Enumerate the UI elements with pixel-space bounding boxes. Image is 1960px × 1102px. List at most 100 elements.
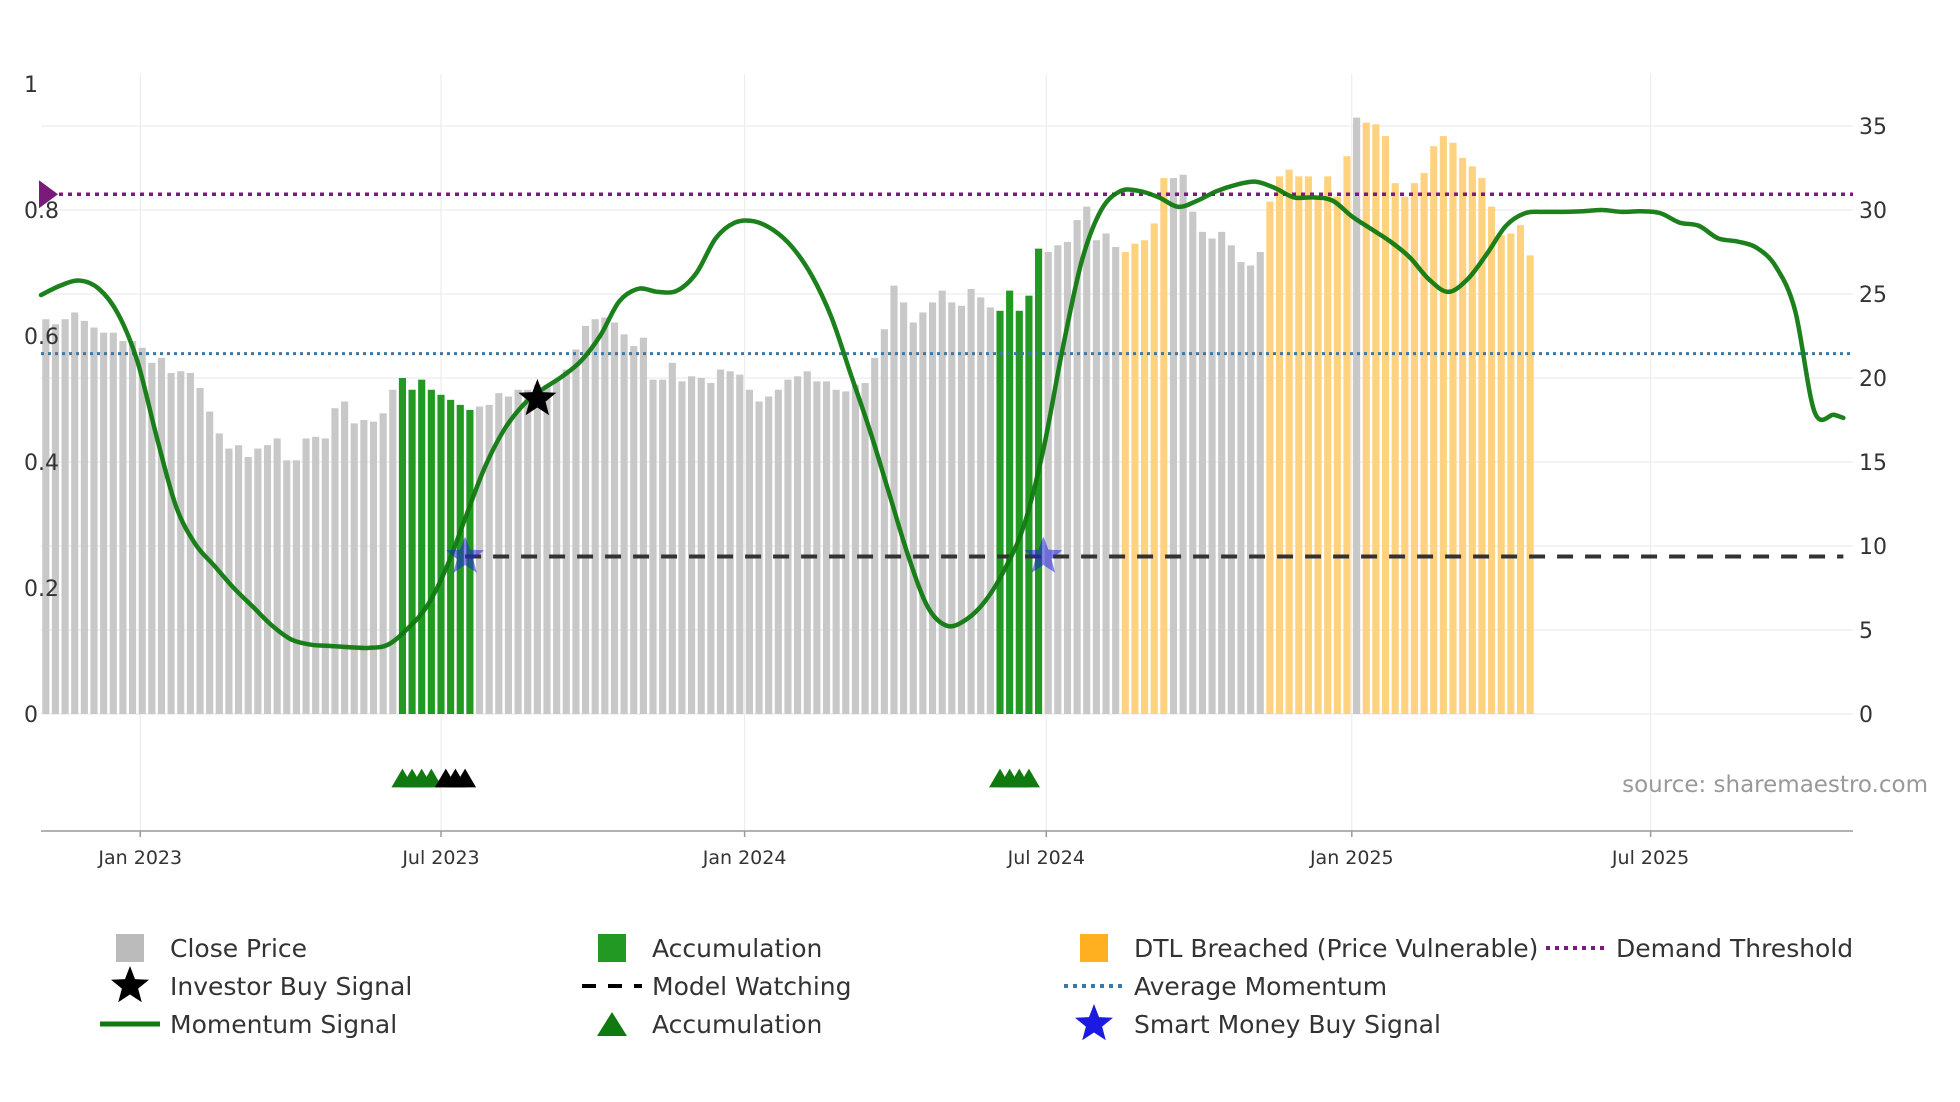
legend-label: Model Watching [652, 972, 852, 1001]
smart-money-star [1024, 536, 1063, 573]
close-price-bar [688, 376, 696, 714]
legend-item: Investor Buy Signal [111, 966, 412, 1003]
accumulation-triangle-black [454, 768, 477, 788]
signal-markers [391, 379, 1063, 788]
legend-square-icon [116, 934, 144, 962]
close-price-bar [1092, 240, 1100, 715]
close-price-bar [957, 305, 966, 714]
close-price-bar [572, 349, 580, 714]
close-price-bar [51, 324, 60, 714]
close-price-bar [601, 317, 609, 714]
close-price-bar [610, 322, 619, 714]
dtl-breached-bar [1141, 240, 1149, 715]
smart-money-star [446, 536, 485, 573]
legend-label: Accumulation [652, 1010, 822, 1039]
close-price-bar [138, 347, 146, 714]
close-price-bar [1063, 241, 1072, 715]
close-price-bar [292, 460, 300, 714]
legend-item: DTL Breached (Price Vulnerable) [1080, 934, 1538, 963]
y-right-tick-label: 0 [1859, 703, 1873, 728]
accumulation-bar [1015, 310, 1023, 714]
y-left-tick-label: 0.6 [24, 325, 59, 350]
legend-label: Average Momentum [1134, 972, 1387, 1001]
dtl-breached-bar [1333, 196, 1341, 714]
source-label: source: sharemaestro.com [1622, 772, 1928, 798]
close-price-bar [803, 371, 811, 714]
close-price-bar [649, 379, 657, 714]
close-price-bar [1218, 231, 1226, 714]
legend-label: Demand Threshold [1616, 934, 1853, 963]
dtl-breached-bar [1526, 255, 1534, 715]
close-price-bar [774, 389, 782, 714]
accumulation-triangle [420, 768, 443, 788]
dtl-breached-bar [1362, 122, 1370, 714]
x-tick-label: Jan 2023 [97, 847, 182, 869]
close-price-bar [562, 369, 570, 714]
close-price-bar [235, 445, 243, 714]
close-price-bar [1054, 245, 1062, 714]
x-tick-label: Jul 2024 [1007, 847, 1085, 869]
legend-label: DTL Breached (Price Vulnerable) [1134, 934, 1538, 963]
close-price-bar [1208, 238, 1216, 714]
y-right-tick-label: 20 [1859, 367, 1887, 392]
dtl-breached-bar [1324, 176, 1332, 714]
close-price-bar [745, 389, 753, 714]
close-price-bar [832, 389, 840, 714]
close-price-bar [495, 393, 503, 714]
close-price-bar [312, 436, 320, 714]
y-left-tick-label: 0.2 [24, 577, 59, 602]
close-price-bar [1227, 245, 1235, 714]
close-price-bar [1073, 220, 1081, 714]
close-price-bar [909, 322, 917, 714]
close-price-bar [533, 384, 541, 714]
y-right-tick-label: 25 [1859, 283, 1887, 308]
close-price-bar [379, 413, 387, 714]
dtl-breached-bar [1381, 136, 1390, 714]
price-bars [42, 117, 1534, 715]
accumulation-bar [408, 389, 416, 714]
close-price-bar [244, 456, 252, 714]
close-price-bar [765, 396, 773, 714]
legend-square-icon [1080, 934, 1108, 962]
legend-square-icon [598, 934, 626, 962]
legend-label: Investor Buy Signal [170, 972, 412, 1001]
close-price-bar [890, 285, 898, 714]
close-price-bar [1256, 252, 1264, 714]
close-price-bar [1044, 252, 1052, 714]
close-price-bar [986, 307, 994, 714]
y-left-tick-label: 0 [24, 703, 38, 728]
close-price-bar [1247, 265, 1255, 714]
y-right-tick-label: 10 [1859, 535, 1887, 560]
close-price-bar [871, 357, 879, 714]
close-price-bar [620, 334, 628, 714]
close-price-bar [119, 341, 127, 714]
close-price-bar [369, 421, 378, 714]
dtl-breached-bar [1343, 156, 1351, 715]
investor-star [518, 379, 557, 416]
close-price-bar [784, 379, 792, 714]
legend: Close Price Investor Buy Signal Momentum S… [100, 934, 1853, 1041]
close-price-bar [341, 401, 349, 714]
dtl-breached-bar [1285, 169, 1293, 714]
close-price-bar [475, 406, 484, 714]
legend-label: Smart Money Buy Signal [1134, 1010, 1441, 1039]
close-price-bar [360, 420, 368, 714]
y-left-tick-label: 0.8 [24, 199, 59, 224]
close-price-bar [948, 302, 956, 714]
legend-item: Demand Threshold [1546, 934, 1853, 963]
legend-item: Model Watching [582, 972, 852, 1001]
accumulation-bar [1006, 290, 1014, 714]
legend-star-icon [111, 966, 149, 1003]
close-price-bar [485, 404, 493, 714]
x-tick-label: Jul 2025 [1611, 847, 1689, 869]
legend-label: Momentum Signal [170, 1010, 397, 1039]
legend-item: Accumulation [598, 934, 822, 963]
y-left-tick-label: 1 [24, 73, 38, 98]
dtl-breached-bar [1295, 176, 1303, 714]
dtl-breached-bar [1391, 183, 1399, 714]
close-price-bar [736, 374, 744, 714]
legend-label: Close Price [170, 934, 307, 963]
close-price-bar [668, 362, 676, 714]
accumulation-triangle [1017, 768, 1040, 788]
